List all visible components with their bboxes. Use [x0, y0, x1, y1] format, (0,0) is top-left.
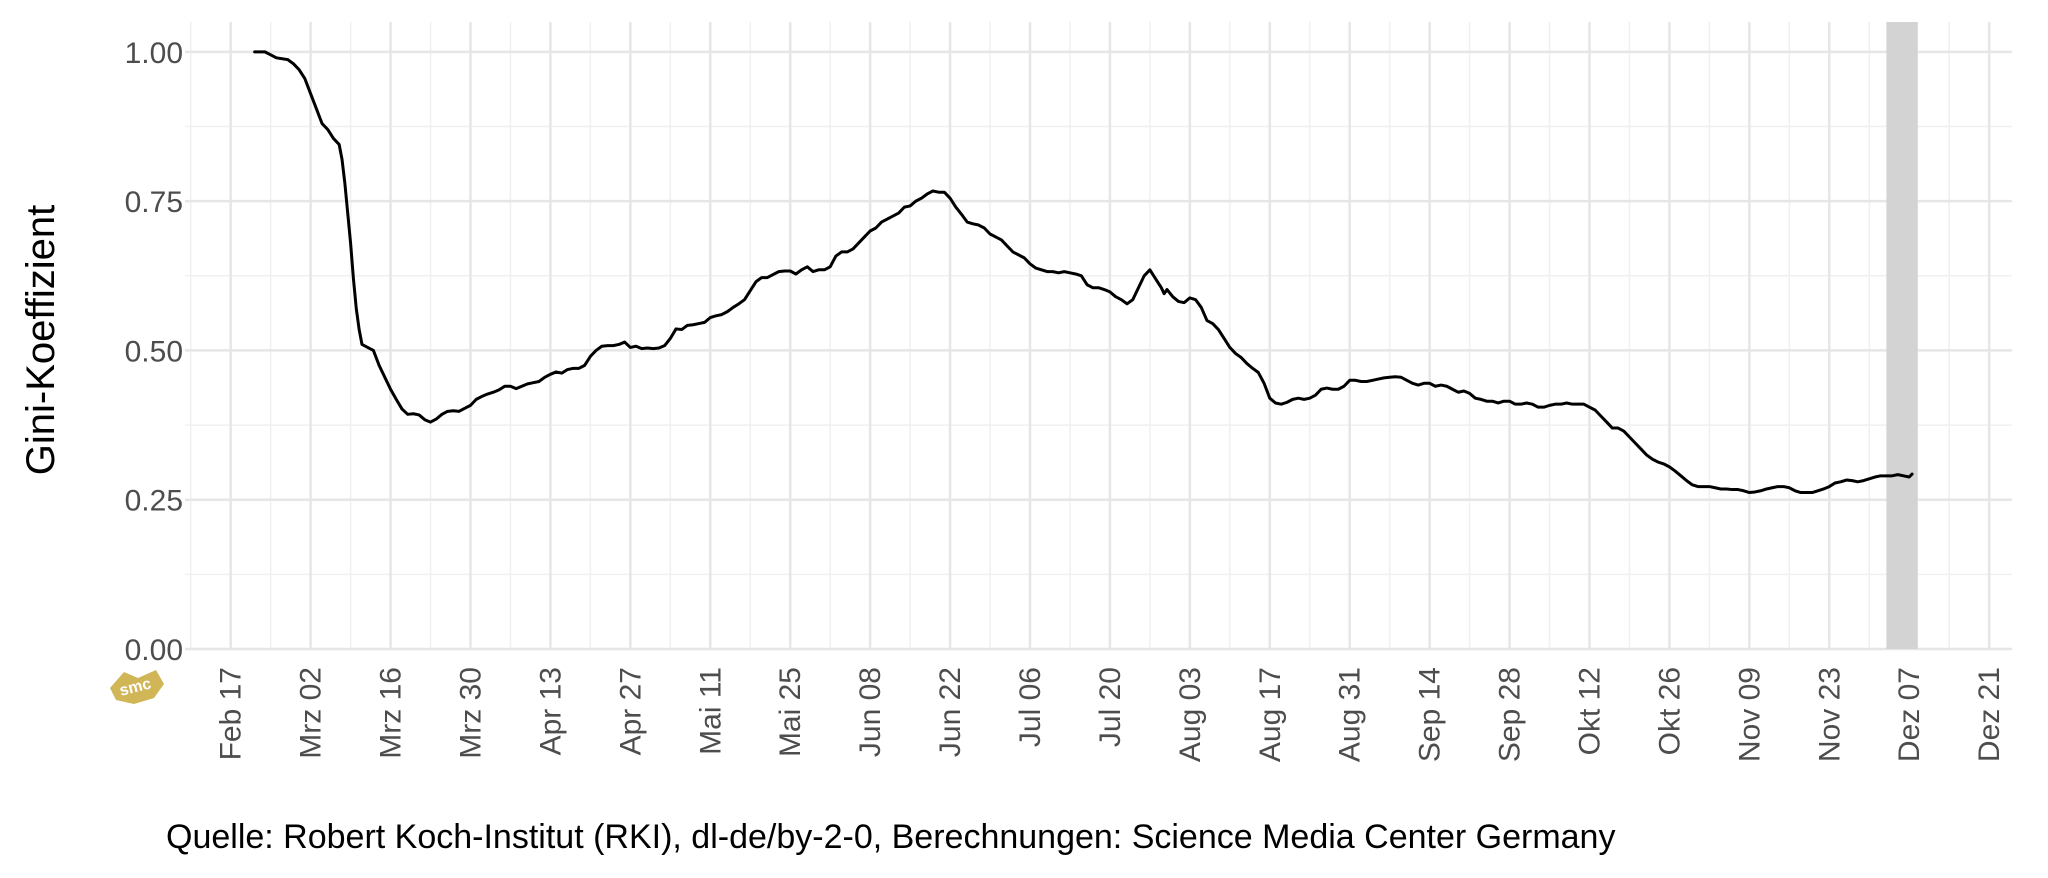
x-tick-label: Mrz 30 [454, 667, 487, 759]
grid-lines [185, 22, 2012, 651]
y-axis-ticks: 0.00 0.25 0.50 0.75 1.00 [125, 37, 183, 667]
x-tick-label: Aug 03 [1174, 667, 1207, 762]
x-tick-label: Mrz 16 [375, 667, 408, 759]
x-tick-label: Jul 06 [1014, 667, 1047, 747]
series-layer [253, 50, 1914, 495]
x-axis-ticks: Feb 17 Mrz 02 Mrz 16 Mrz 30 Apr 13 Apr 27 Mai … [215, 667, 2006, 762]
smc-logo-icon: smc [110, 670, 164, 704]
x-tick-label: Dez 07 [1893, 667, 1926, 762]
x-tick-label: Feb 17 [215, 667, 248, 760]
x-tick-label: Mai 25 [774, 667, 807, 757]
x-tick-label: Apr 27 [614, 667, 647, 755]
y-axis-title: Gini-Koeffizient [19, 205, 63, 476]
y-tick-label: 1.00 [125, 37, 183, 70]
y-tick-label: 0.50 [125, 335, 183, 368]
x-tick-label: Dez 21 [1973, 667, 2006, 762]
x-tick-label: Mai 11 [694, 667, 727, 755]
series-line [253, 50, 1914, 495]
x-tick-label: Apr 13 [534, 667, 567, 755]
x-tick-label: Nov 23 [1813, 667, 1846, 762]
source-caption: Quelle: Robert Koch-Institut (RKI), dl-d… [166, 818, 1616, 856]
shaded-band-layer [1886, 22, 1918, 649]
x-tick-label: Sep 28 [1494, 667, 1527, 762]
x-tick-label: Mrz 02 [295, 667, 328, 759]
y-tick-label: 0.75 [125, 186, 183, 219]
x-tick-label: Jul 20 [1094, 667, 1127, 747]
y-tick-label: 0.00 [125, 634, 183, 667]
x-tick-label: Jun 08 [854, 667, 887, 757]
x-tick-label: Jun 22 [934, 667, 967, 757]
x-tick-label: Okt 12 [1574, 667, 1607, 755]
x-tick-label: Aug 31 [1334, 667, 1367, 762]
x-tick-label: Okt 26 [1653, 667, 1686, 755]
x-tick-label: Sep 14 [1414, 667, 1447, 762]
x-tick-label: Nov 09 [1733, 667, 1766, 762]
y-tick-label: 0.25 [125, 485, 183, 518]
shaded-band [1886, 22, 1918, 649]
x-tick-label: Aug 17 [1254, 667, 1287, 762]
